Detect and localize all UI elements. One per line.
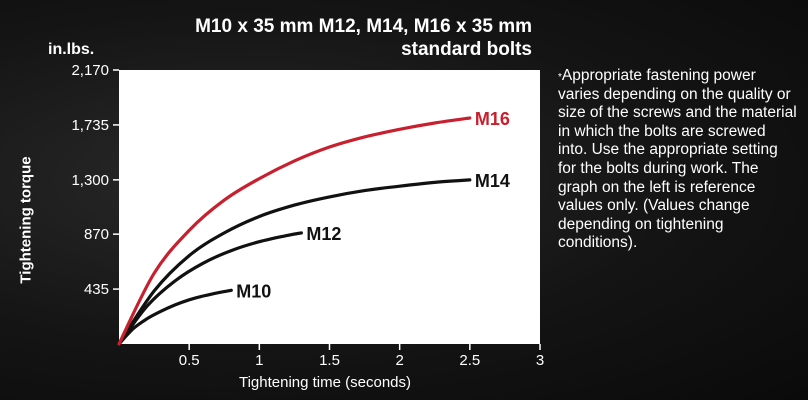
series-line-m14 xyxy=(117,178,472,346)
x-tick-label: 0.5 xyxy=(179,352,200,369)
series-line-m16 xyxy=(117,116,472,346)
series-label-m12: M12 xyxy=(306,224,341,244)
x-tick-label: 2 xyxy=(395,352,403,369)
y-tick-label: 2,170 xyxy=(71,62,109,79)
chart-ticks: 435 870 1,300 1,735 2,170 0.5 1 1.5 2 2.5 3 xyxy=(71,62,544,369)
y-tick-label: 435 xyxy=(84,281,109,298)
reference-note: *Appropriate fastening power varies depe… xyxy=(558,67,798,253)
y-axis-title: Tightening torque xyxy=(17,156,35,284)
x-axis-title: Tightening time (seconds) xyxy=(238,374,412,391)
note-marker: * xyxy=(558,72,562,83)
x-tick-label: 2.5 xyxy=(459,352,480,369)
y-tick-label: 870 xyxy=(84,226,109,243)
y-tick-label: 1,300 xyxy=(71,172,109,189)
series-line-m12 xyxy=(117,231,303,346)
note-text: Appropriate fastening power varies depen… xyxy=(558,67,797,252)
x-tick-label: 3 xyxy=(536,352,544,369)
series-line-m10 xyxy=(117,288,233,346)
series-label-m16: M16 xyxy=(475,109,510,129)
chart-lines xyxy=(117,116,472,346)
y-axis-unit: in.lbs. xyxy=(48,41,95,58)
series-label-m10: M10 xyxy=(236,281,271,301)
y-tick-label: 1,735 xyxy=(71,117,109,134)
x-tick-label: 1 xyxy=(255,352,263,369)
series-label-m14: M14 xyxy=(475,171,510,191)
chart-series-labels: M10 M12 M14 M16 xyxy=(236,109,510,301)
x-tick-label: 1.5 xyxy=(319,352,340,369)
chart-title-line1: M10 x 35 mm M12, M14, M16 x 35 mm xyxy=(195,16,532,37)
chart-title-line2: standard bolts xyxy=(401,39,532,60)
